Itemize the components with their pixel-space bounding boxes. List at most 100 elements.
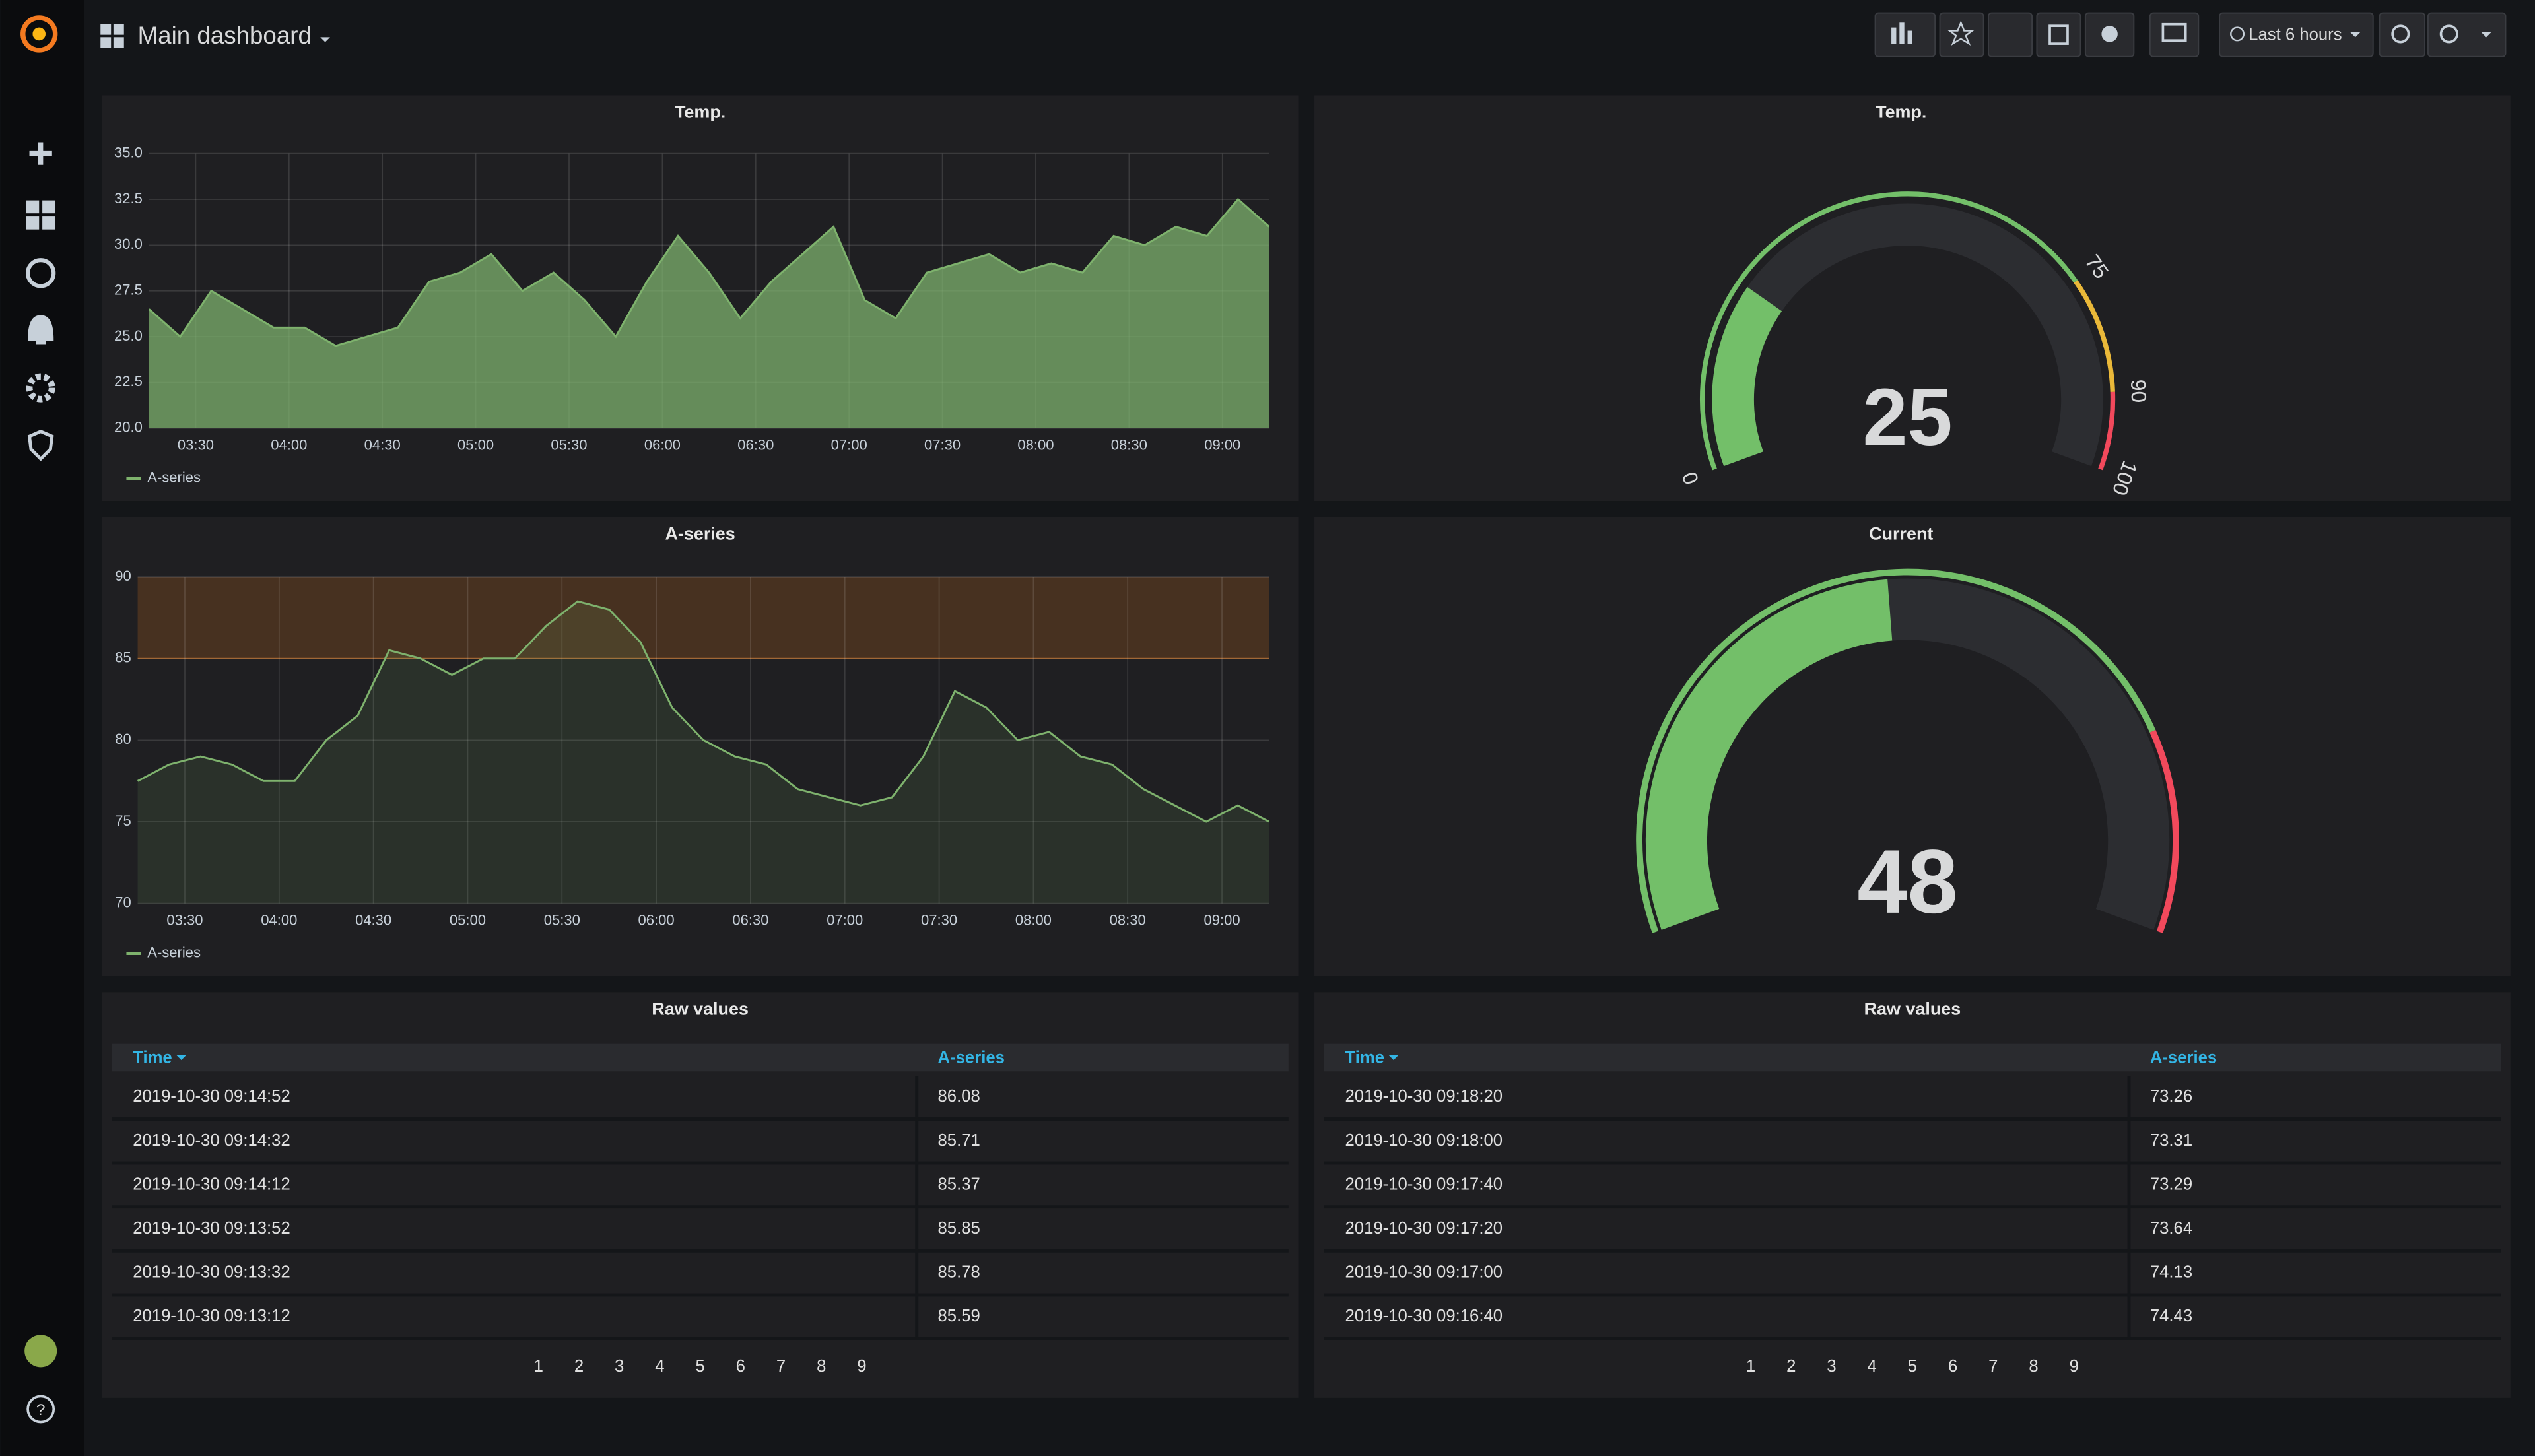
dashboard-title[interactable]: Main dashboard [138, 22, 312, 49]
page-link[interactable]: 8 [2029, 1357, 2038, 1375]
page-link[interactable]: 4 [1868, 1357, 1877, 1375]
add-panel-button[interactable] [1874, 12, 1936, 57]
time-picker[interactable] [2219, 12, 2374, 57]
series-area [137, 601, 1269, 904]
table-cell: 2019-10-30 09:14:52 [133, 1087, 290, 1106]
column-header[interactable]: A-series [2150, 1048, 2217, 1067]
x-tick-label: 09:00 [1203, 911, 1240, 928]
x-tick-label: 05:00 [450, 911, 486, 928]
star-button[interactable] [1939, 12, 1984, 57]
x-tick-label: 08:30 [1110, 911, 1146, 928]
table-cell: 73.64 [2150, 1219, 2192, 1238]
x-tick-label: 04:00 [261, 911, 297, 928]
table-cell: 2019-10-30 09:17:00 [1345, 1263, 1503, 1282]
table-cell: 85.59 [938, 1307, 980, 1325]
column-header[interactable]: Time [1345, 1048, 1385, 1067]
x-tick-label: 06:30 [732, 911, 768, 928]
help-icon[interactable] [26, 1395, 55, 1424]
panel [102, 517, 1299, 976]
avatar[interactable] [24, 1335, 57, 1368]
x-tick-label: 07:00 [831, 437, 867, 453]
panel-title: Raw values [652, 999, 749, 1018]
y-tick-label: 90 [115, 568, 131, 584]
page-link[interactable]: 5 [1908, 1357, 1917, 1375]
panel-title: Temp. [675, 102, 726, 121]
page-link[interactable]: 4 [655, 1357, 664, 1375]
page-link[interactable]: 3 [1827, 1357, 1836, 1375]
page-link[interactable]: 2 [574, 1357, 584, 1375]
page-link[interactable]: 9 [2070, 1357, 2079, 1375]
threshold-arc [1636, 568, 2156, 933]
create-icon[interactable] [29, 142, 52, 165]
y-tick-label: 75 [115, 812, 131, 829]
config-icon[interactable] [26, 373, 55, 403]
y-tick-label: 80 [115, 731, 131, 747]
share-button[interactable] [1988, 12, 2033, 57]
table-cell: 2019-10-30 09:16:40 [1345, 1307, 1503, 1325]
column-header[interactable]: A-series [938, 1048, 1005, 1067]
save-icon [2048, 24, 2069, 45]
zoom-button[interactable] [2379, 12, 2426, 57]
page-link[interactable]: 2 [1786, 1357, 1796, 1375]
save-button[interactable] [2036, 12, 2081, 57]
time-range[interactable]: Last 6 hours [2248, 26, 2342, 44]
admin-icon[interactable] [27, 430, 54, 461]
time-caret [2350, 32, 2361, 38]
threshold-band [137, 577, 1269, 659]
y-tick-label: 25.0 [114, 327, 143, 344]
series-line [148, 197, 1270, 347]
column-header[interactable]: Time [133, 1048, 172, 1067]
page-link[interactable]: 7 [1988, 1357, 1998, 1375]
table-cell: 2019-10-30 09:13:12 [133, 1307, 290, 1325]
page-link[interactable]: 9 [857, 1357, 866, 1375]
page-link[interactable]: 5 [695, 1357, 704, 1375]
sort-caret [176, 1055, 187, 1061]
table-cell: 2019-10-30 09:14:12 [133, 1175, 290, 1193]
sidebar [0, 0, 84, 1456]
x-tick-label: 03:30 [178, 437, 214, 453]
dashboards-icon[interactable] [26, 200, 55, 230]
panel [1314, 95, 2511, 502]
threshold-arc [2098, 391, 2116, 471]
title-caret [320, 37, 330, 42]
table-cell: 85.71 [938, 1131, 980, 1150]
table-cell: 85.37 [938, 1175, 980, 1193]
y-tick-label: 22.5 [114, 373, 143, 389]
page-link[interactable]: 6 [736, 1357, 745, 1375]
logo[interactable] [20, 15, 58, 53]
page-link[interactable]: 1 [534, 1357, 543, 1375]
table-cell: 2019-10-30 09:13:32 [133, 1263, 290, 1282]
refresh-caret [2481, 32, 2491, 38]
legend-label: A-series [147, 944, 201, 960]
table-header [112, 1043, 1289, 1072]
table-header [1324, 1043, 2501, 1072]
page-link[interactable]: 7 [776, 1357, 786, 1375]
refresh-button[interactable] [2427, 12, 2507, 57]
threshold-arc [2074, 280, 2115, 393]
zoom-icon [2391, 24, 2410, 44]
refresh-icon [2439, 24, 2458, 44]
y-tick-label: 85 [115, 649, 131, 666]
alerting-icon[interactable] [28, 315, 54, 345]
y-tick-label: 70 [115, 894, 131, 910]
bar-icon [1899, 22, 1905, 44]
table-cell: 86.08 [938, 1087, 980, 1106]
dashboard-icon [100, 24, 124, 48]
x-tick-label: 05:00 [457, 437, 494, 453]
page-link[interactable]: 3 [615, 1357, 624, 1375]
table-cell: 73.31 [2150, 1131, 2192, 1150]
x-tick-label: 09:00 [1204, 437, 1240, 453]
table-cell: 2019-10-30 09:17:20 [1345, 1219, 1503, 1238]
tv-button[interactable] [2149, 12, 2200, 57]
table-cell: 2019-10-30 09:14:32 [133, 1131, 290, 1150]
explore-icon[interactable] [26, 258, 56, 288]
bar-icon [1891, 27, 1897, 44]
y-tick-label: 20.0 [114, 419, 143, 436]
x-tick-label: 07:30 [924, 437, 961, 453]
table-cell: 2019-10-30 09:18:20 [1345, 1087, 1503, 1106]
clock-icon [2230, 26, 2245, 42]
page-link[interactable]: 8 [817, 1357, 826, 1375]
page-link[interactable]: 6 [1948, 1357, 1957, 1375]
page-link[interactable]: 1 [1746, 1357, 1755, 1375]
